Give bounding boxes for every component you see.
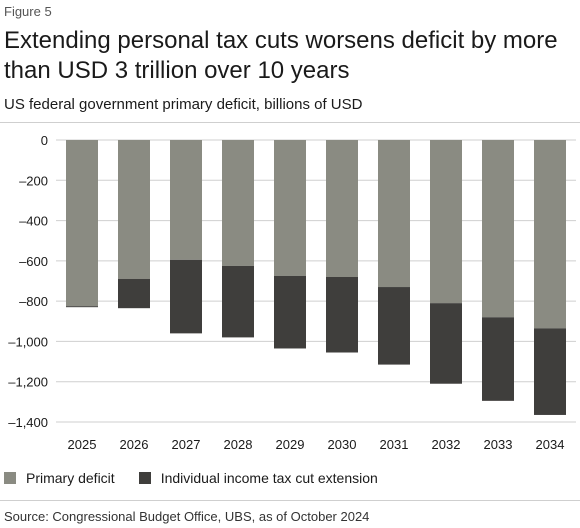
bar-tax-cut-extension bbox=[170, 259, 202, 334]
source-note: Source: Congressional Budget Office, UBS… bbox=[4, 509, 370, 524]
x-tick-label: 2025 bbox=[68, 437, 97, 452]
legend-label-primary-deficit: Primary deficit bbox=[26, 470, 115, 486]
footer-divider bbox=[0, 500, 580, 501]
bar-primary-deficit bbox=[118, 140, 150, 279]
x-tick-label: 2031 bbox=[380, 437, 409, 452]
x-tick-label: 2029 bbox=[276, 437, 305, 452]
bar-tax-cut-extension bbox=[430, 303, 462, 384]
bar-primary-deficit bbox=[66, 140, 98, 307]
y-tick-label: –600 bbox=[19, 254, 48, 269]
legend-item-primary-deficit: Primary deficit bbox=[4, 470, 115, 486]
legend-swatch-tax-cut-extension bbox=[138, 472, 151, 484]
legend-swatch-primary-deficit bbox=[4, 472, 16, 484]
header-divider bbox=[0, 122, 580, 123]
figure-label: Figure 5 bbox=[4, 4, 52, 19]
chart-legend: Primary deficit Individual income tax cu… bbox=[4, 470, 402, 486]
y-tick-label: –200 bbox=[19, 173, 48, 188]
bar-primary-deficit bbox=[326, 140, 358, 277]
bar-tax-cut-extension bbox=[326, 276, 358, 353]
y-tick-label: –1,200 bbox=[8, 375, 48, 390]
bar-tax-cut-extension bbox=[66, 306, 98, 308]
bar-primary-deficit bbox=[534, 140, 566, 329]
bar-primary-deficit bbox=[430, 140, 462, 304]
bar-primary-deficit bbox=[170, 140, 202, 260]
bar-tax-cut-extension bbox=[482, 317, 514, 401]
x-tick-label: 2034 bbox=[536, 437, 565, 452]
bar-tax-cut-extension bbox=[118, 278, 150, 309]
y-tick-label: –1,000 bbox=[8, 334, 48, 349]
x-tick-label: 2028 bbox=[224, 437, 253, 452]
y-tick-label: –1,400 bbox=[8, 415, 48, 430]
y-tick-label: –800 bbox=[19, 294, 48, 309]
bar-primary-deficit bbox=[222, 140, 254, 266]
x-tick-label: 2033 bbox=[484, 437, 513, 452]
chart-title: Extending personal tax cuts worsens defi… bbox=[4, 27, 558, 84]
bar-tax-cut-extension bbox=[378, 287, 410, 365]
y-tick-label: 0 bbox=[41, 133, 48, 148]
bar-primary-deficit bbox=[274, 140, 306, 276]
bar-primary-deficit bbox=[378, 140, 410, 288]
bar-tax-cut-extension bbox=[222, 265, 254, 338]
chart-subtitle: US federal government primary deficit, b… bbox=[4, 96, 363, 113]
bar-tax-cut-extension bbox=[274, 275, 306, 349]
y-tick-label: –400 bbox=[19, 214, 48, 229]
bar-tax-cut-extension bbox=[534, 328, 566, 415]
legend-item-tax-cut-extension: Individual income tax cut extension bbox=[138, 470, 378, 486]
x-tick-label: 2026 bbox=[120, 437, 149, 452]
legend-label-tax-cut-extension: Individual income tax cut extension bbox=[160, 470, 378, 486]
stacked-bar-chart: 0 –200 –400 –600 –800 –1,000 –1,200 –1,400 2025 2… bbox=[8, 133, 576, 452]
x-tick-label: 2030 bbox=[328, 437, 357, 452]
x-tick-label: 2032 bbox=[432, 437, 461, 452]
x-tick-label: 2027 bbox=[172, 437, 201, 452]
bar-primary-deficit bbox=[482, 140, 514, 318]
